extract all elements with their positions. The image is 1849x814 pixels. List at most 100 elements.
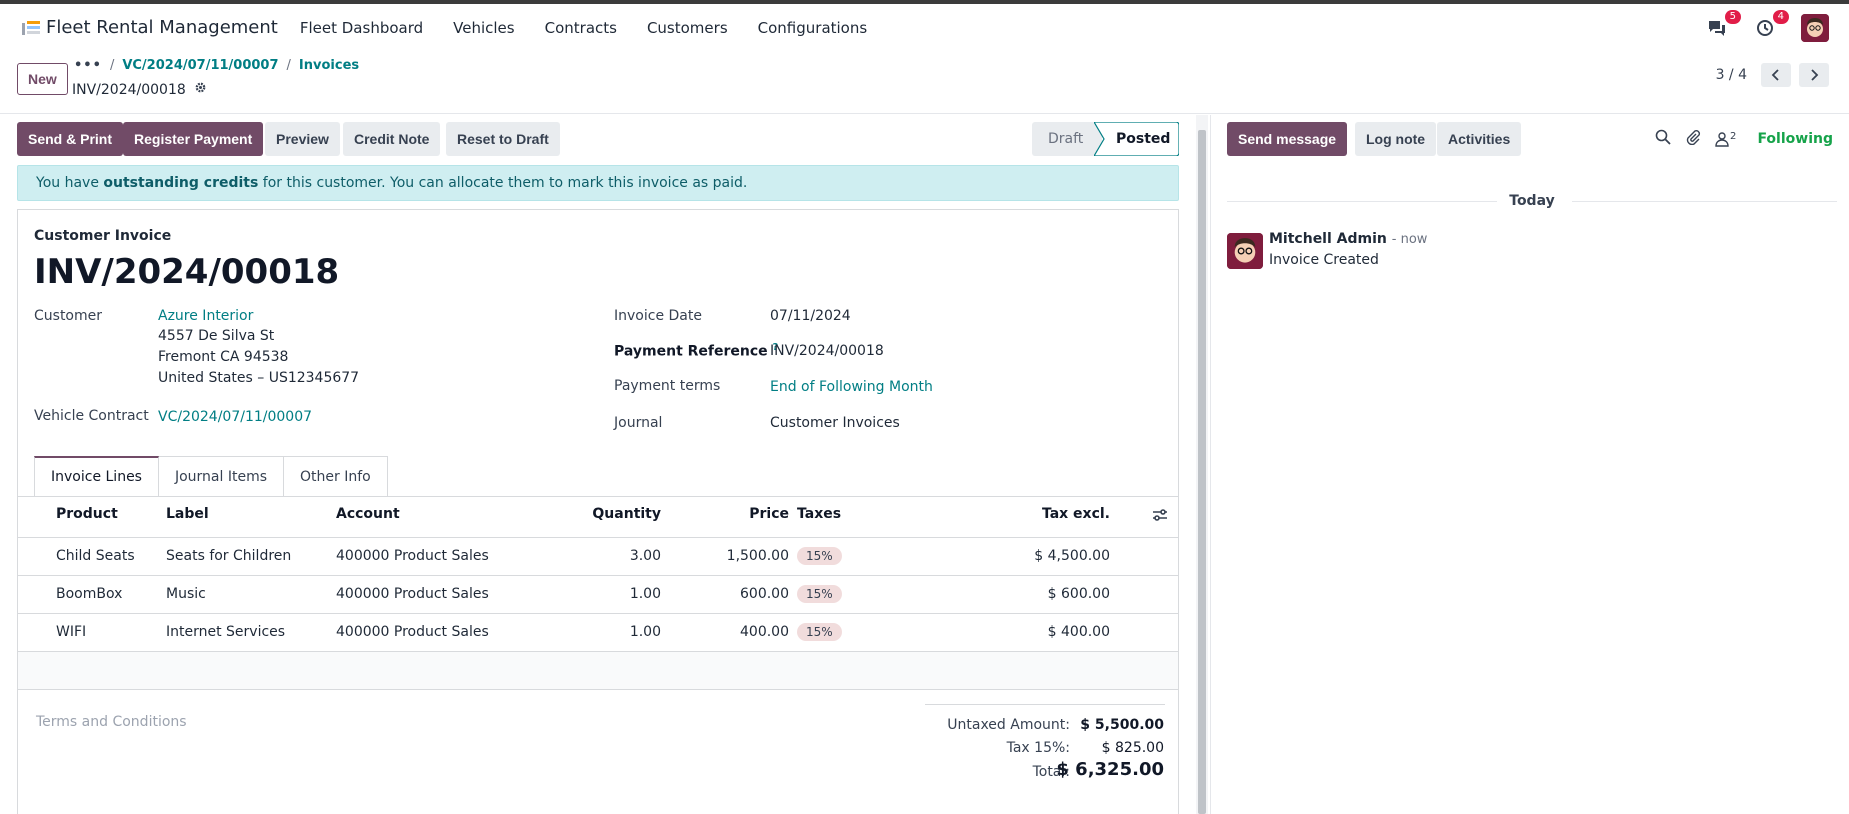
pager-value[interactable]: 3 / 4 — [1715, 67, 1747, 83]
product-cell[interactable]: Child Seats — [56, 548, 135, 564]
message-author-name[interactable]: Mitchell Admin — [1269, 231, 1387, 247]
pager: 3 / 4 — [1716, 63, 1829, 87]
payment-reference-field[interactable]: INV/2024/00018 — [770, 343, 884, 359]
column-header-taxes[interactable]: Taxes — [797, 506, 842, 522]
menu-customers[interactable]: Customers — [646, 18, 728, 37]
column-header-product[interactable]: Product — [56, 506, 118, 522]
activities-button[interactable]: Activities — [1437, 122, 1522, 156]
price-cell: 600.00 — [740, 586, 789, 602]
add-line-row[interactable] — [18, 651, 1178, 689]
tab-other-info[interactable]: Other Info — [284, 456, 388, 496]
menu-fleet-dashboard[interactable]: Fleet Dashboard — [299, 18, 424, 37]
column-header-price[interactable]: Price — [749, 506, 789, 522]
record-name-row: INV/2024/00018 — [72, 81, 207, 98]
followers-count: 2 — [1730, 131, 1737, 142]
alert-text-pre: You have — [36, 175, 104, 191]
form-scrollbar-thumb[interactable] — [1198, 130, 1206, 814]
price-cell: 400.00 — [740, 624, 789, 640]
followers-icon[interactable]: 2 — [1715, 131, 1736, 147]
app-name[interactable]: Fleet Rental Management — [46, 17, 278, 38]
reset-to-draft-button[interactable]: Reset to Draft — [446, 122, 560, 156]
gear-icon[interactable] — [194, 81, 207, 98]
label-cell: Music — [166, 586, 206, 602]
breadcrumb-more[interactable]: ••• — [74, 58, 102, 73]
product-cell[interactable]: WIFI — [56, 624, 87, 640]
product-cell[interactable]: BoomBox — [56, 586, 123, 602]
new-button[interactable]: New — [17, 63, 68, 95]
record-name: INV/2024/00018 — [72, 81, 186, 98]
pager-previous-icon[interactable] — [1761, 63, 1791, 87]
quantity-cell: 1.00 — [629, 586, 661, 602]
column-header-label[interactable]: Label — [166, 506, 209, 522]
journal-field[interactable]: Customer Invoices — [770, 415, 900, 431]
account-cell: 400000 Product Sales — [336, 548, 489, 564]
log-note-button[interactable]: Log note — [1355, 122, 1437, 156]
payment-terms-link[interactable]: End of Following Month — [770, 379, 933, 395]
subtotal-cell: $ 4,500.00 — [1034, 548, 1110, 564]
optional-columns-icon[interactable] — [1152, 508, 1168, 526]
tab-divider — [18, 496, 1178, 497]
stage-draft[interactable]: Draft — [1032, 122, 1102, 156]
user-avatar[interactable] — [1801, 13, 1829, 42]
customer-link[interactable]: Azure Interior — [158, 308, 254, 324]
breadcrumb-invoices-link[interactable]: Invoices — [298, 58, 360, 73]
document-type: Customer Invoice — [34, 228, 172, 244]
quantity-cell: 1.00 — [629, 624, 661, 640]
journal-label: Journal — [614, 415, 663, 431]
form-area: Send & Print Register Payment Preview Cr… — [0, 115, 1196, 814]
totals-divider — [925, 704, 1165, 705]
table-row[interactable]: Child Seats Seats for Children 400000 Pr… — [18, 537, 1178, 575]
send-message-button[interactable]: Send message — [1227, 122, 1348, 156]
messages-icon[interactable]: 5 — [1705, 9, 1741, 40]
help-tooltip-icon[interactable]: ? — [772, 342, 779, 353]
activities-clock-icon[interactable]: 4 — [1753, 9, 1789, 40]
stage-posted[interactable]: Posted — [1094, 122, 1179, 156]
outstanding-credits-link[interactable]: outstanding credits — [103, 175, 259, 191]
pager-next-icon[interactable] — [1799, 63, 1829, 87]
total-value: $ 6,325.00 — [1056, 759, 1164, 780]
vehicle-contract-link[interactable]: VC/2024/07/11/00007 — [158, 409, 313, 425]
breadcrumb-contract-link[interactable]: VC/2024/07/11/00007 — [122, 58, 279, 73]
register-payment-button[interactable]: Register Payment — [123, 122, 264, 156]
column-header-tax-excl[interactable]: Tax excl. — [1041, 506, 1110, 522]
send-print-button[interactable]: Send & Print — [17, 122, 124, 156]
table-row[interactable]: BoomBox Music 400000 Product Sales 1.00 … — [18, 575, 1178, 613]
credit-note-button[interactable]: Credit Note — [343, 122, 441, 156]
messages-badge: 5 — [1724, 9, 1741, 24]
subtotal-cell: $ 600.00 — [1047, 586, 1110, 602]
tax-badge: 15% — [797, 585, 842, 603]
main-navbar: Fleet Rental Management Fleet Dashboard … — [0, 4, 1849, 51]
message-author-avatar[interactable] — [1227, 233, 1263, 269]
menu-configurations[interactable]: Configurations — [757, 18, 868, 37]
top-strip — [0, 0, 1849, 4]
tax-value: $ 825.00 — [1101, 740, 1164, 756]
menu-contracts[interactable]: Contracts — [544, 18, 617, 37]
table-row[interactable]: WIFI Internet Services 400000 Product Sa… — [18, 613, 1178, 651]
separator-line — [1227, 201, 1497, 202]
preview-button[interactable]: Preview — [265, 122, 340, 156]
tab-invoice-lines[interactable]: Invoice Lines — [34, 456, 159, 496]
label-cell: Seats for Children — [166, 548, 292, 564]
following-button[interactable]: Following — [1757, 131, 1833, 147]
menu-vehicles[interactable]: Vehicles — [453, 18, 515, 37]
terms-conditions-field[interactable]: Terms and Conditions — [36, 714, 187, 730]
invoice-date-field[interactable]: 07/11/2024 — [770, 308, 851, 324]
activities-badge: 4 — [1772, 9, 1789, 24]
chatter-tools: 2 — [1655, 122, 1736, 156]
column-header-account[interactable]: Account — [336, 506, 400, 522]
search-icon[interactable] — [1655, 129, 1671, 149]
control-panel: New ••• / VC/2024/07/11/00007 / Invoices… — [0, 51, 1849, 114]
chatter-panel: Send message Log note Activities 2 Follo… — [1210, 115, 1849, 814]
account-cell: 400000 Product Sales — [336, 586, 489, 602]
payment-terms-label: Payment terms — [614, 378, 721, 394]
tax-label: Tax 15%: — [1006, 740, 1070, 756]
paperclip-icon[interactable] — [1685, 129, 1701, 149]
breadcrumb-separator: / — [286, 58, 291, 73]
column-header-quantity[interactable]: Quantity — [592, 506, 661, 522]
payment-reference-label: Payment Reference ? — [614, 342, 778, 360]
tab-journal-items[interactable]: Journal Items — [158, 456, 285, 496]
total-label: Total: — [1032, 764, 1070, 780]
date-separator-label: Today — [1509, 193, 1555, 209]
quantity-cell: 3.00 — [629, 548, 661, 564]
app-logo-icon[interactable] — [20, 17, 42, 39]
